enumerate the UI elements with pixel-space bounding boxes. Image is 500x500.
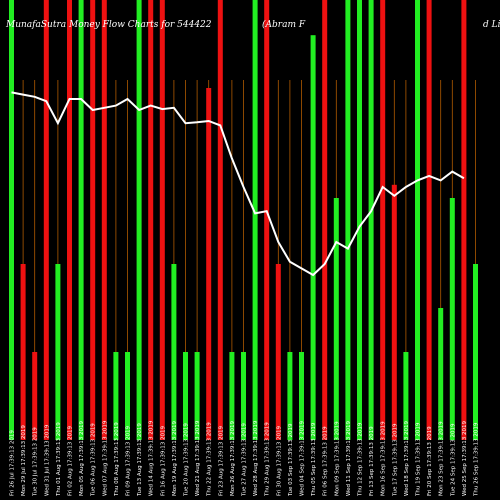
volume-bar — [194, 352, 200, 440]
x-tick-label: Tue 13 Aug 17:39:13 2019 — [137, 423, 143, 497]
volume-bar — [101, 0, 107, 440]
x-tick-label: Tue 24 Sep 17:39:13 2019 — [450, 423, 456, 497]
x-tick-label: Fri 20 Sep 17:39:13 2019 — [427, 426, 433, 496]
volume-bar — [32, 352, 38, 440]
volume-bar — [473, 264, 478, 440]
x-tick-label: Tue 27 Aug 17:39:13 2019 — [242, 423, 248, 497]
volume-bar — [275, 264, 281, 440]
x-tick-label: Wed 11 Sep 17:39:13 2019 — [346, 420, 352, 496]
x-tick-label: Wed 25 Sep 17:39:13 2019 — [462, 420, 468, 496]
volume-bar — [333, 198, 339, 440]
volume-bar — [43, 0, 49, 440]
x-tick-label: Thu 05 Sep 17:39:13 2019 — [311, 422, 317, 497]
volume-bar — [345, 0, 351, 440]
x-tick-label: Fri 16 Aug 17:39:13 2019 — [160, 426, 166, 496]
volume-bar — [229, 352, 235, 440]
x-tick-label: Tue 17 Sep 17:39:13 2019 — [392, 423, 398, 497]
x-tick-label: Wed 21 Aug 17:39:13 2019 — [195, 420, 201, 496]
x-tick-label: Tue 20 Aug 17:39:13 2019 — [184, 423, 190, 497]
x-tick-label: Thu 01 Aug 17:39:13 2019 — [56, 422, 62, 497]
volume-bar — [183, 352, 188, 440]
x-tick-label: Wed 04 Sep 17:39:13 2019 — [300, 420, 306, 496]
volume-bar — [368, 0, 374, 440]
x-tick-label: Mon 23 Sep 17:39:13 2019 — [439, 421, 445, 496]
volume-bar — [9, 0, 14, 440]
volume-bar — [426, 0, 432, 440]
volume-bar — [90, 0, 96, 440]
volume-bar — [55, 264, 61, 440]
x-tick-label: Thu 22 Aug 17:39:13 2019 — [207, 422, 213, 497]
x-tick-label: Wed 28 Aug 17:39:13 2019 — [253, 420, 259, 496]
volume-bar — [322, 0, 328, 440]
x-tick-label: Fri 23 Aug 17:39:13 2019 — [218, 426, 224, 496]
volume-bar — [125, 352, 130, 440]
x-tick-label: Mon 19 Aug 17:39:13 2019 — [172, 420, 178, 496]
volume-bar — [403, 352, 409, 440]
chart-title: MunafaSutra Money Flow Charts for 544422 — [5, 20, 212, 30]
price-line — [11, 91, 465, 277]
volume-bar — [299, 352, 304, 440]
x-tick-label: Mon 05 Aug 17:39:13 2019 — [79, 420, 85, 496]
x-tick-label: Mon 26 Aug 17:39:13 2019 — [230, 420, 236, 496]
volume-bar — [171, 264, 177, 440]
chart-title-company: (Abram F — [262, 19, 306, 30]
x-tick-label: Mon 16 Sep 17:39:13 2019 — [381, 421, 387, 496]
x-tick-label: Tue 06 Aug 17:39:13 2019 — [91, 423, 97, 497]
volume-bar — [67, 0, 72, 440]
volume-bar — [461, 0, 467, 440]
volume-bar — [159, 0, 165, 440]
x-tick-label: Tue 30 Jul 17:39:13 2019 — [33, 427, 39, 497]
x-tick-label: Thu 26 Sep 17:39:13 2019 — [474, 422, 480, 497]
x-tick-label: Thu 29 Aug 17:39:13 2019 — [265, 422, 271, 497]
volume-bar — [415, 0, 420, 440]
x-tick-label: Wed 07 Aug 17:39:13 2019 — [102, 420, 108, 496]
volume-bar — [241, 352, 246, 440]
x-tick-label: Fri 02 Aug 17:39:13 2019 — [68, 426, 74, 496]
x-tick-label: Tue 03 Sep 17:39:13 2019 — [288, 423, 294, 497]
x-tick-label: Wed 18 Sep 17:39:13 2019 — [404, 420, 410, 496]
volume-bars — [9, 0, 478, 440]
volume-bar — [264, 0, 270, 440]
x-tick-label: Fri 30 Aug 17:39:13 2019 — [276, 426, 282, 496]
volume-bar — [20, 264, 26, 440]
x-tick-label: Mon 09 Sep 17:39:13 2019 — [334, 421, 340, 496]
chart-title-company-end: d Li — [483, 20, 500, 30]
volume-bar — [287, 352, 293, 440]
x-tick-label: Fri 09 Aug 17:39:13 2019 — [126, 426, 132, 496]
volume-bar — [217, 0, 223, 440]
x-tick-label: Fri 26 Jul 17:39:13 2019 — [10, 430, 16, 496]
x-tick-label: Thu 19 Sep 17:39:13 2019 — [416, 422, 422, 497]
x-tick-label: Thu 08 Aug 17:39:13 2019 — [114, 422, 120, 497]
x-tick-label: Wed 31 Jul 17:39:13 2019 — [44, 424, 50, 496]
volume-bar — [206, 88, 212, 440]
volume-bar — [391, 184, 397, 440]
volume-bar — [380, 0, 386, 440]
volume-bar — [449, 198, 455, 440]
x-tick-label: Thu 12 Sep 17:39:13 2019 — [358, 422, 364, 497]
volume-bar — [148, 0, 154, 440]
x-tick-label: Fri 13 Sep 17:39:13 2019 — [369, 426, 375, 496]
volume-bar — [438, 308, 444, 440]
x-tick-labels: Fri 26 Jul 17:39:13 2019 Mon 29 Jul 17:39… — [10, 420, 480, 497]
volume-bar — [252, 0, 258, 440]
volume-bar — [310, 35, 316, 440]
x-tick-label: Mon 29 Jul 17:39:13 2019 — [21, 425, 27, 496]
volume-bar — [78, 0, 84, 440]
x-tick-label: Fri 06 Sep 17:39:13 2019 — [323, 426, 329, 496]
x-tick-label: Wed 14 Aug 17:39:13 2019 — [149, 420, 155, 496]
volume-bar — [357, 0, 362, 440]
volume-bar — [136, 0, 142, 440]
volume-bar — [113, 352, 119, 440]
